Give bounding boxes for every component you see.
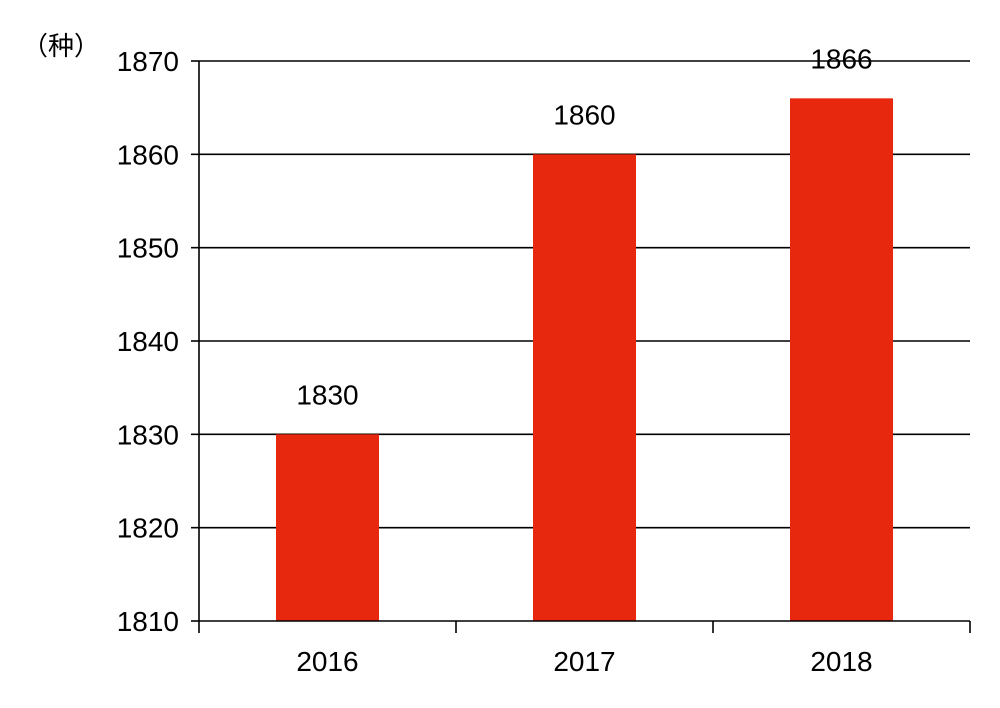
axes: [191, 60, 971, 633]
y-tick-label: 1810: [117, 606, 179, 637]
y-tick-label: 1840: [117, 326, 179, 357]
x-tick-label: 2017: [553, 646, 615, 677]
bar: [533, 154, 636, 622]
y-tick-label: 1870: [117, 46, 179, 77]
x-tick-label: 2018: [810, 646, 872, 677]
bars: [276, 98, 893, 622]
y-tick-label: 1830: [117, 419, 179, 450]
labels: 1810 1820 1830 1840 1850 1860 1870 1830 2016 1860…: [117, 43, 873, 677]
data-label: 1830: [296, 379, 358, 410]
x-tick-label: 2016: [296, 646, 358, 677]
y-tick-label: 1860: [117, 139, 179, 170]
y-axis-unit-label: （种）: [22, 32, 101, 62]
y-tick-label: 1850: [117, 233, 179, 264]
data-label: 1860: [553, 99, 615, 130]
y-tick-label: 1820: [117, 513, 179, 544]
data-label: 1866: [810, 43, 872, 74]
bar: [276, 434, 379, 621]
bar: [790, 98, 893, 622]
